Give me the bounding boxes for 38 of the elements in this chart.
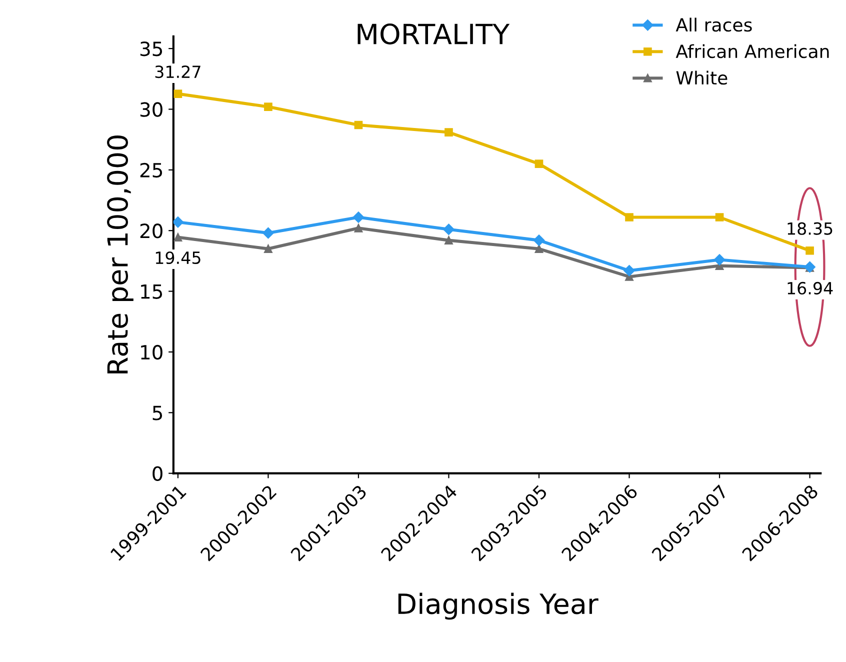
point [174, 233, 182, 242]
data-label: 31.27 [155, 65, 200, 78]
y-tick-label: 5 [152, 406, 162, 420]
point [173, 216, 184, 228]
point [262, 227, 274, 239]
point [715, 213, 724, 222]
point [533, 234, 545, 246]
point [354, 120, 363, 130]
chart-title: MORTALITY [358, 23, 510, 44]
data-label: 19.45 [156, 251, 200, 264]
legend-label: All races [676, 18, 752, 32]
point [444, 236, 453, 244]
point [443, 224, 454, 235]
point [444, 128, 453, 136]
data-label: 18.35 [788, 222, 832, 235]
y-axis-title: Rate per 100,000 [107, 136, 134, 374]
point [354, 224, 363, 232]
data-label: 16.94 [788, 282, 833, 295]
point [264, 244, 272, 253]
point [534, 160, 544, 168]
point [625, 213, 634, 222]
y-tick-label: 20 [140, 224, 162, 238]
y-tick-label: 15 [141, 284, 162, 299]
legend-label: White [676, 70, 728, 85]
point [624, 265, 635, 276]
point [174, 90, 182, 98]
point [714, 254, 726, 266]
y-tick-label: 30 [140, 102, 162, 117]
x-axis-title: Diagnosis Year [398, 592, 598, 620]
point [352, 212, 364, 223]
y-tick-label: 0 [152, 466, 162, 481]
y-tick-label: 35 [140, 42, 162, 56]
point [264, 102, 272, 111]
y-tick-label: 25 [140, 162, 162, 178]
point [534, 244, 544, 253]
point [806, 246, 814, 255]
legend-label: African American [676, 44, 829, 58]
y-tick-label: 10 [141, 344, 162, 360]
